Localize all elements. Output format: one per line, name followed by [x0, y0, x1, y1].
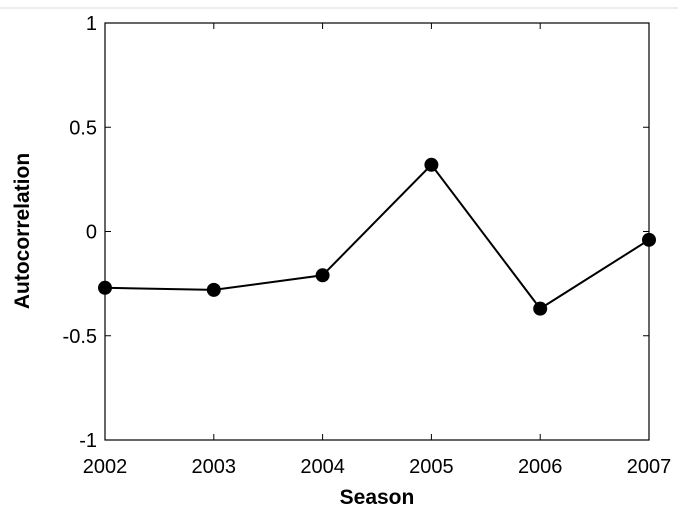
- x-axis-label: Season: [340, 486, 415, 508]
- plot-frame: [104, 22, 650, 441]
- data-point: [206, 282, 221, 297]
- y-axis-label: Autocorrelation: [11, 153, 34, 309]
- x-tick-label: 2002: [83, 456, 128, 478]
- y-tick-label: 0: [86, 222, 97, 244]
- data-point: [642, 232, 656, 247]
- x-tick-label: 2003: [192, 456, 237, 478]
- y-tick-label: -1: [79, 430, 97, 452]
- x-tick-label: 2005: [409, 456, 454, 478]
- x-tick-label: 2007: [627, 456, 672, 478]
- data-point: [98, 280, 112, 295]
- series-line: [104, 163, 650, 310]
- data-point: [424, 157, 439, 172]
- data-point: [315, 268, 330, 283]
- y-tick-label: 1: [86, 13, 97, 35]
- y-tick-label: 0.5: [69, 117, 97, 139]
- x-tick-label: 2004: [300, 456, 345, 478]
- y-tick-label: -0.5: [63, 326, 97, 348]
- x-tick-label: 2006: [518, 456, 563, 478]
- data-point: [533, 301, 548, 316]
